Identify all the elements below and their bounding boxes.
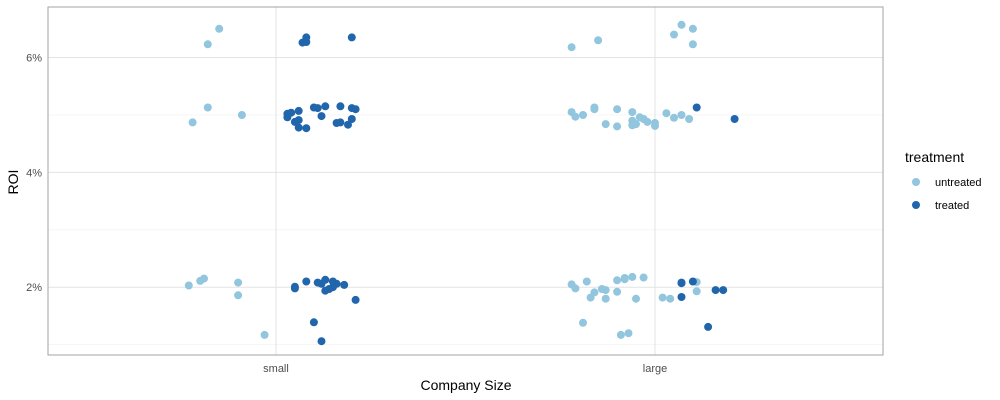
data-point-treated <box>688 277 697 286</box>
data-point-untreated <box>601 286 610 295</box>
legend: treatment untreated treated <box>905 149 981 212</box>
y-tick-labels: 2% 4% 6% <box>26 53 42 295</box>
data-point-treated <box>302 124 311 133</box>
data-point-untreated <box>677 20 686 29</box>
legend-key-treated <box>912 201 920 209</box>
data-point-untreated <box>620 275 629 284</box>
data-point-treated <box>317 279 326 288</box>
data-point-untreated <box>567 43 576 52</box>
x-tick-labels: small large <box>263 363 667 375</box>
data-point-untreated <box>670 113 678 122</box>
data-point-treated <box>313 104 322 113</box>
data-point-treated <box>692 103 701 112</box>
data-point-untreated <box>203 40 212 49</box>
data-point-untreated <box>651 121 659 130</box>
data-point-treated <box>294 123 303 132</box>
data-point-treated <box>711 286 720 295</box>
data-point-untreated <box>662 109 671 118</box>
data-point-untreated <box>571 284 580 293</box>
data-point-untreated <box>215 24 224 33</box>
data-point-untreated <box>184 281 193 290</box>
data-point-treated <box>290 284 299 293</box>
data-point-treated <box>730 115 739 123</box>
data-point-untreated <box>666 294 675 303</box>
legend-label: untreated <box>935 177 981 189</box>
data-point-untreated <box>670 30 678 39</box>
data-point-treated <box>321 286 330 295</box>
data-point-untreated <box>692 287 701 296</box>
data-point-treated <box>336 118 345 127</box>
data-point-untreated <box>616 330 625 339</box>
legend-label: treated <box>935 200 969 212</box>
data-point-untreated <box>643 117 652 126</box>
data-point-untreated <box>677 111 686 119</box>
plot-panel-border <box>47 6 884 356</box>
x-tick-label: large <box>643 363 667 375</box>
data-point-untreated <box>203 103 212 112</box>
grid-lines <box>48 7 883 355</box>
data-point-untreated <box>628 121 637 130</box>
data-point-untreated <box>628 108 637 117</box>
data-point-untreated <box>624 329 633 338</box>
data-point-untreated <box>234 278 243 287</box>
data-point-untreated <box>582 277 591 286</box>
y-tick-label: 2% <box>26 282 42 294</box>
data-point-treated <box>344 120 352 129</box>
legend-entries: untreated treated <box>912 177 981 212</box>
data-point-treated <box>340 280 349 289</box>
data-point-treated <box>290 117 299 126</box>
data-point-treated <box>302 277 311 286</box>
data-point-untreated <box>613 287 622 296</box>
data-point-treated <box>677 293 686 301</box>
data-point-untreated <box>685 115 694 123</box>
data-point-untreated <box>613 122 622 131</box>
data-point-untreated <box>628 272 637 281</box>
data-point-treated <box>719 286 728 295</box>
data-point-treated <box>309 318 318 327</box>
data-point-untreated <box>237 111 246 119</box>
data-point-untreated <box>601 120 610 129</box>
data-point-untreated <box>658 293 667 302</box>
y-tick-label: 6% <box>26 53 42 65</box>
data-points <box>184 20 739 346</box>
data-point-untreated <box>200 274 208 283</box>
data-point-treated <box>351 105 360 114</box>
data-point-untreated <box>632 294 640 303</box>
data-point-treated <box>347 115 356 123</box>
data-point-treated <box>298 38 307 47</box>
data-point-untreated <box>613 105 622 114</box>
data-point-untreated <box>688 24 697 33</box>
data-point-untreated <box>571 112 580 121</box>
data-point-treated <box>347 33 356 42</box>
data-point-untreated <box>601 294 610 303</box>
data-point-treated <box>317 337 326 346</box>
x-axis-title: Company Size <box>420 377 511 393</box>
data-point-untreated <box>579 318 587 327</box>
data-point-untreated <box>639 273 648 282</box>
data-point-treated <box>704 322 713 331</box>
data-point-treated <box>283 113 292 122</box>
data-point-treated <box>677 278 686 287</box>
legend-title: treatment <box>905 149 964 165</box>
data-point-treated <box>294 106 303 115</box>
data-point-treated <box>321 102 330 111</box>
data-point-treated <box>336 102 345 111</box>
legend-key-untreated <box>912 178 920 186</box>
data-point-untreated <box>613 276 622 285</box>
data-point-untreated <box>260 330 269 339</box>
data-point-untreated <box>594 36 603 45</box>
data-point-treated <box>317 112 326 121</box>
x-tick-label: small <box>263 363 289 375</box>
data-point-untreated <box>688 40 697 49</box>
data-point-untreated <box>188 118 197 127</box>
y-axis-title: ROI <box>5 170 21 195</box>
data-point-treated <box>351 295 360 304</box>
data-point-untreated <box>234 291 243 300</box>
data-point-untreated <box>586 293 595 302</box>
y-tick-label: 4% <box>26 167 42 179</box>
data-point-untreated <box>579 111 587 119</box>
data-point-untreated <box>590 105 599 114</box>
